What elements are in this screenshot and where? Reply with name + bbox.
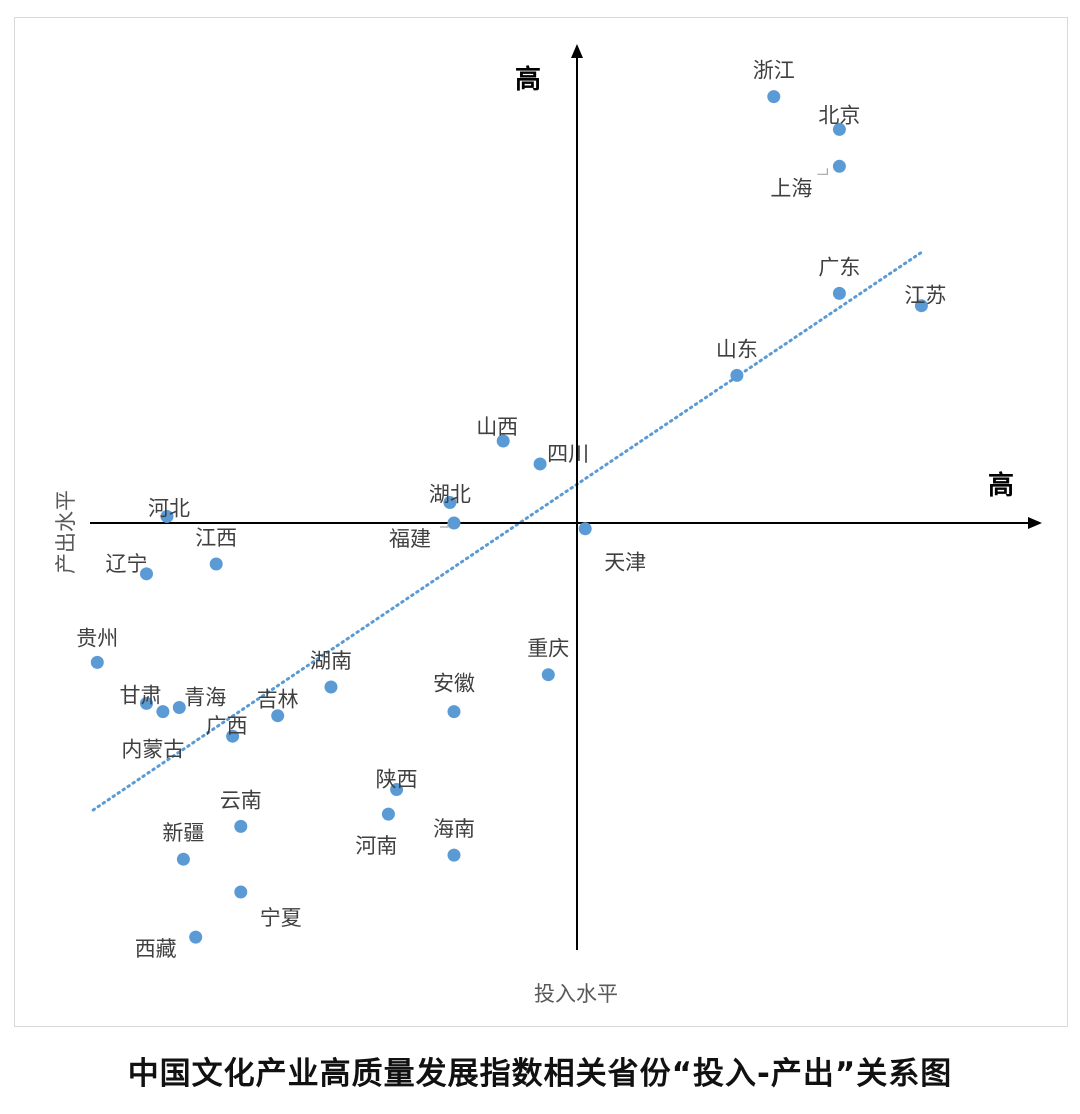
point-label: 湖南 (310, 649, 352, 673)
point-label: 甘肃 (120, 683, 162, 707)
data-point (578, 522, 592, 536)
data-point (226, 729, 240, 743)
data-point (767, 90, 781, 104)
point-label: 福建 (389, 527, 431, 551)
data-point (390, 783, 404, 796)
point-label: 辽宁 (106, 552, 148, 576)
data-point (156, 705, 170, 719)
point-label: 河北 (148, 496, 190, 520)
data-point (533, 457, 547, 471)
point-label: 山西 (476, 415, 518, 439)
point-label: 重庆 (527, 637, 569, 661)
point-label: 广西 (206, 714, 248, 738)
chart-caption: 中国文化产业高质量发展指数相关省份“投入-产出”关系图 (127, 1056, 953, 1092)
point-label: 安徽 (433, 672, 475, 696)
point-label: 云南 (220, 788, 262, 812)
point-label: 浙江 (753, 59, 795, 83)
point-label: 宁夏 (260, 906, 302, 930)
data-point (832, 286, 846, 300)
point-label: 江西 (195, 526, 237, 550)
point-label: 陕西 (376, 768, 418, 792)
point-label: 山东 (716, 337, 758, 361)
data-point (914, 299, 928, 313)
data-point (832, 159, 846, 173)
trend-line (91, 250, 923, 812)
point-label: 内蒙古 (121, 738, 184, 762)
data-point (90, 655, 104, 669)
point-label: 湖北 (429, 483, 471, 507)
point-label: 青海 (184, 686, 226, 710)
data-point (172, 701, 186, 714)
point-label: 四川 (547, 442, 589, 466)
data-point (541, 668, 555, 682)
chart-frame (14, 17, 1068, 1027)
y-axis-title: 产出水平 (54, 490, 78, 574)
data-point (381, 807, 395, 821)
data-point (140, 696, 153, 710)
point-label: 天津 (604, 551, 646, 575)
data-point (447, 516, 461, 530)
data-point (176, 852, 190, 866)
data-point (271, 709, 285, 723)
data-point (189, 930, 203, 944)
x-axis-title: 投入水平 (534, 982, 618, 1006)
y-axis-high-label: 高 (515, 64, 541, 95)
label-leader-line (817, 168, 829, 175)
data-point (234, 885, 248, 899)
point-label: 西藏 (135, 937, 177, 961)
data-point (447, 705, 461, 719)
data-point (140, 567, 153, 581)
data-point (730, 368, 744, 382)
data-point (443, 496, 457, 509)
data-point (324, 680, 338, 694)
data-point (447, 848, 461, 862)
point-label: 上海 (770, 176, 812, 200)
data-point (496, 434, 510, 448)
point-label: 广东 (818, 255, 860, 279)
data-point (832, 122, 846, 136)
point-label: 贵州 (76, 626, 118, 650)
point-label: 新疆 (162, 821, 204, 845)
point-label: 海南 (433, 817, 475, 841)
data-point (160, 509, 174, 523)
point-label: 河南 (355, 834, 397, 858)
label-leader-line (440, 523, 449, 528)
data-point (209, 557, 223, 571)
point-label: 吉林 (257, 688, 299, 712)
data-point (234, 819, 248, 833)
x-axis-high-label: 高 (988, 470, 1014, 501)
point-label: 北京 (818, 103, 860, 127)
point-label: 江苏 (904, 284, 946, 308)
